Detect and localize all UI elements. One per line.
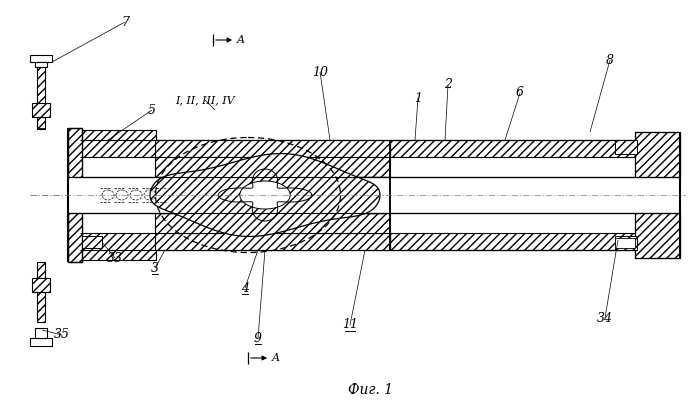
Polygon shape: [155, 157, 390, 177]
Text: 2: 2: [444, 79, 452, 91]
Bar: [32, 278, 50, 292]
Bar: [82, 236, 102, 248]
Text: Фиг. 1: Фиг. 1: [347, 383, 393, 397]
Bar: [635, 132, 680, 258]
Bar: [68, 128, 82, 262]
Polygon shape: [155, 233, 390, 250]
Bar: [615, 140, 637, 154]
Text: 10: 10: [312, 66, 328, 79]
Text: 3: 3: [151, 262, 159, 274]
Bar: [35, 328, 47, 338]
Polygon shape: [155, 140, 390, 157]
Bar: [35, 62, 47, 67]
Polygon shape: [240, 181, 290, 209]
Text: 11: 11: [342, 318, 358, 332]
Bar: [80, 177, 395, 213]
Polygon shape: [155, 213, 390, 233]
Bar: [30, 338, 52, 346]
Text: 9: 9: [254, 332, 262, 345]
Bar: [155, 233, 390, 250]
Text: 33: 33: [107, 251, 123, 264]
Text: 5: 5: [148, 104, 156, 116]
Bar: [32, 103, 50, 117]
Text: I, II, III, IV: I, II, III, IV: [175, 95, 234, 105]
Bar: [390, 140, 635, 157]
Text: 35: 35: [54, 328, 70, 341]
Bar: [80, 233, 156, 260]
Bar: [80, 130, 156, 157]
Text: A: A: [237, 35, 245, 45]
Bar: [390, 233, 635, 250]
Text: 34: 34: [597, 312, 613, 324]
Text: 7: 7: [121, 15, 129, 29]
Bar: [37, 262, 45, 322]
Bar: [615, 238, 635, 248]
Bar: [30, 55, 52, 62]
Polygon shape: [150, 154, 380, 237]
Bar: [615, 236, 637, 250]
Bar: [37, 67, 45, 129]
Text: 6: 6: [516, 87, 524, 100]
Bar: [155, 140, 390, 157]
Bar: [68, 177, 80, 213]
Bar: [155, 177, 390, 213]
Text: 1: 1: [414, 91, 422, 104]
Text: 4: 4: [241, 282, 249, 295]
Bar: [390, 177, 685, 213]
Text: A: A: [272, 353, 280, 363]
Text: 8: 8: [606, 54, 614, 66]
